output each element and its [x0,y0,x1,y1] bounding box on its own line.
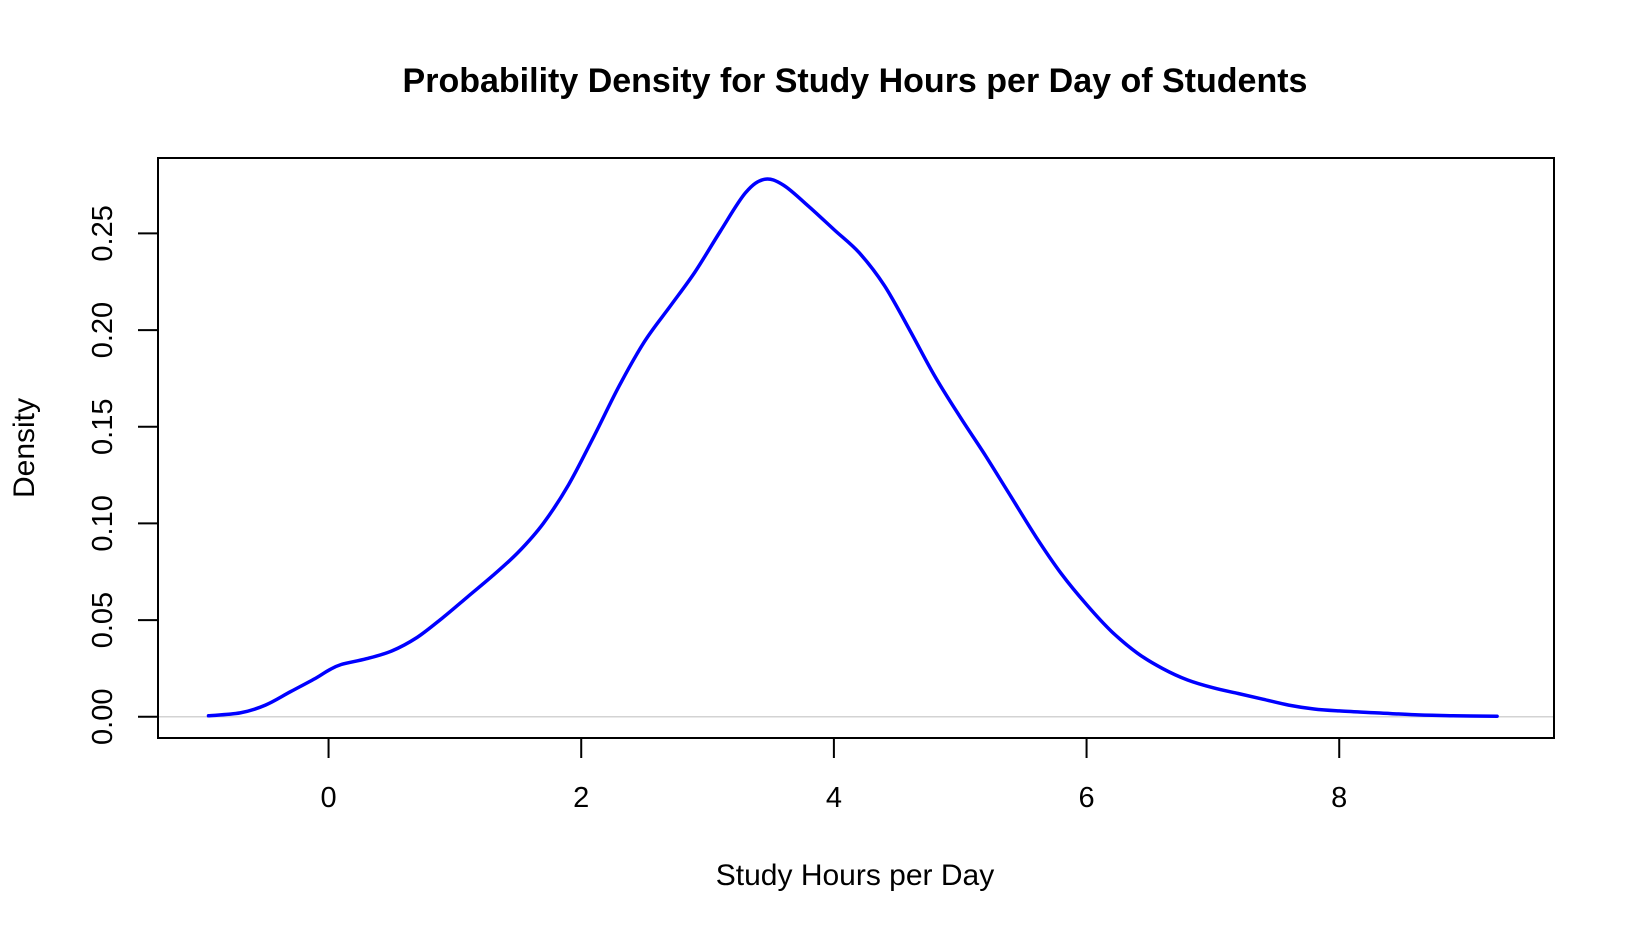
x-tick-label: 0 [320,782,336,814]
chart-title: Probability Density for Study Hours per … [403,62,1308,100]
series-layer [206,177,1499,718]
x-axis-label: Study Hours per Day [716,859,994,892]
y-tick-label: 0.20 [87,302,119,358]
x-tick-label: 8 [1331,782,1347,814]
x-axis: 0 2 4 6 8 [320,738,1347,814]
y-tick-label: 0.00 [87,689,119,745]
y-tick-label: 0.15 [87,399,119,455]
y-tick-label: 0.05 [87,592,119,648]
x-tick-label: 2 [573,782,589,814]
y-tick-label: 0.10 [87,495,119,551]
y-axis-label: Density [8,398,41,498]
y-axis: 0.00 0.05 0.10 0.15 0.20 0.25 [87,205,158,745]
plot-frame [157,157,1555,739]
x-tick-label: 6 [1078,782,1094,814]
y-tick-label: 0.25 [87,205,119,261]
density-line [206,177,1499,718]
x-tick-label: 4 [826,782,842,814]
